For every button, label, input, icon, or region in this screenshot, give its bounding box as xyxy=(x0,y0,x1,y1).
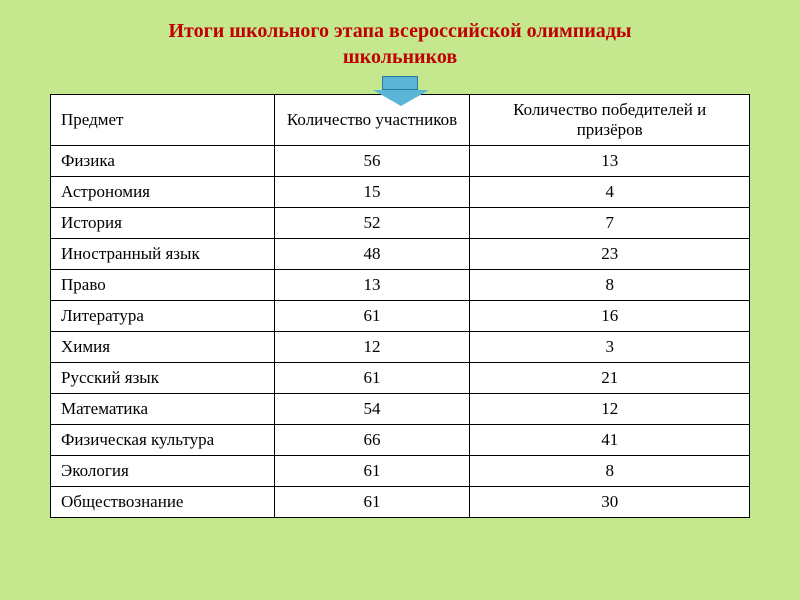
winners-cell: 4 xyxy=(470,177,750,208)
participants-cell: 61 xyxy=(274,487,470,518)
participants-cell: 12 xyxy=(274,332,470,363)
table-row: Физическая культура6641 xyxy=(51,425,750,456)
table-row: История527 xyxy=(51,208,750,239)
winners-cell: 30 xyxy=(470,487,750,518)
winners-cell: 13 xyxy=(470,146,750,177)
subject-cell: Физика xyxy=(51,146,275,177)
subject-cell: Русский язык xyxy=(51,363,275,394)
table-row: Экология618 xyxy=(51,456,750,487)
winners-cell: 16 xyxy=(470,301,750,332)
subject-cell: Иностранный язык xyxy=(51,239,275,270)
arrow-container xyxy=(0,76,800,90)
slide-title: Итоги школьного этапа всероссийской олим… xyxy=(0,0,800,70)
table-row: Астрономия154 xyxy=(51,177,750,208)
participants-cell: 13 xyxy=(274,270,470,301)
table-row: Литература6116 xyxy=(51,301,750,332)
participants-cell: 61 xyxy=(274,363,470,394)
table-row: Право138 xyxy=(51,270,750,301)
table-row: Обществознание6130 xyxy=(51,487,750,518)
subject-cell: Астрономия xyxy=(51,177,275,208)
winners-cell: 7 xyxy=(470,208,750,239)
table-row: Физика5613 xyxy=(51,146,750,177)
table-row: Химия123 xyxy=(51,332,750,363)
table-row: Русский язык6121 xyxy=(51,363,750,394)
subject-cell: Обществознание xyxy=(51,487,275,518)
subject-cell: История xyxy=(51,208,275,239)
participants-cell: 15 xyxy=(274,177,470,208)
table-row: Иностранный язык4823 xyxy=(51,239,750,270)
participants-cell: 54 xyxy=(274,394,470,425)
participants-cell: 61 xyxy=(274,301,470,332)
participants-cell: 61 xyxy=(274,456,470,487)
winners-cell: 41 xyxy=(470,425,750,456)
header-winners: Количество победителей и призёров xyxy=(470,95,750,146)
participants-cell: 48 xyxy=(274,239,470,270)
results-table: Предмет Количество участников Количество… xyxy=(50,94,750,518)
participants-cell: 66 xyxy=(274,425,470,456)
results-table-container: Предмет Количество участников Количество… xyxy=(50,94,750,518)
subject-cell: Химия xyxy=(51,332,275,363)
subject-cell: Литература xyxy=(51,301,275,332)
title-line-1: Итоги школьного этапа всероссийской олим… xyxy=(169,20,632,42)
winners-cell: 8 xyxy=(470,270,750,301)
title-line-2: школьников xyxy=(343,46,457,68)
winners-cell: 21 xyxy=(470,363,750,394)
winners-cell: 12 xyxy=(470,394,750,425)
winners-cell: 3 xyxy=(470,332,750,363)
subject-cell: Физическая культура xyxy=(51,425,275,456)
participants-cell: 56 xyxy=(274,146,470,177)
participants-cell: 52 xyxy=(274,208,470,239)
winners-cell: 8 xyxy=(470,456,750,487)
table-row: Математика5412 xyxy=(51,394,750,425)
down-arrow-icon xyxy=(382,76,418,90)
subject-cell: Право xyxy=(51,270,275,301)
header-subject: Предмет xyxy=(51,95,275,146)
subject-cell: Математика xyxy=(51,394,275,425)
winners-cell: 23 xyxy=(470,239,750,270)
subject-cell: Экология xyxy=(51,456,275,487)
table-body: Физика5613Астрономия154История527Иностра… xyxy=(51,146,750,518)
